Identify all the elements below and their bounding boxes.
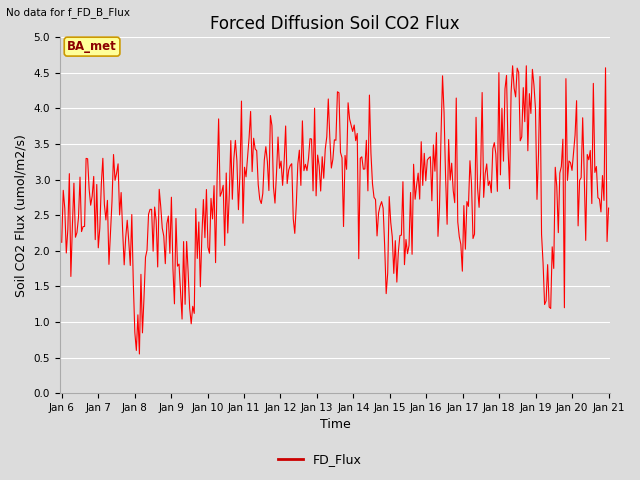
- Title: Forced Diffusion Soil CO2 Flux: Forced Diffusion Soil CO2 Flux: [211, 15, 460, 33]
- Text: BA_met: BA_met: [67, 40, 117, 53]
- X-axis label: Time: Time: [320, 419, 351, 432]
- Legend: FD_Flux: FD_Flux: [273, 448, 367, 471]
- Y-axis label: Soil CO2 Flux (umol/m2/s): Soil CO2 Flux (umol/m2/s): [15, 134, 28, 297]
- Text: No data for f_FD_B_Flux: No data for f_FD_B_Flux: [6, 7, 131, 18]
